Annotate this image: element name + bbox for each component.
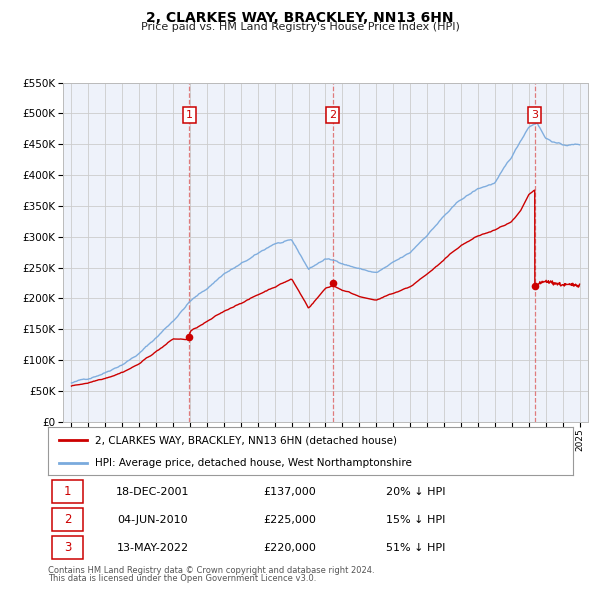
Text: 51% ↓ HPI: 51% ↓ HPI (386, 543, 445, 553)
Text: 3: 3 (532, 110, 538, 120)
Text: 1: 1 (186, 110, 193, 120)
Text: 2: 2 (329, 110, 336, 120)
FancyBboxPatch shape (52, 536, 83, 559)
Text: 2, CLARKES WAY, BRACKLEY, NN13 6HN: 2, CLARKES WAY, BRACKLEY, NN13 6HN (146, 11, 454, 25)
Text: £137,000: £137,000 (263, 487, 316, 497)
Text: 2: 2 (64, 513, 71, 526)
Text: 2, CLARKES WAY, BRACKLEY, NN13 6HN (detached house): 2, CLARKES WAY, BRACKLEY, NN13 6HN (deta… (95, 435, 397, 445)
Text: 15% ↓ HPI: 15% ↓ HPI (386, 515, 445, 525)
Text: 13-MAY-2022: 13-MAY-2022 (117, 543, 189, 553)
Text: HPI: Average price, detached house, West Northamptonshire: HPI: Average price, detached house, West… (95, 458, 412, 468)
FancyBboxPatch shape (52, 480, 83, 503)
Text: Contains HM Land Registry data © Crown copyright and database right 2024.: Contains HM Land Registry data © Crown c… (48, 566, 374, 575)
Text: 3: 3 (64, 541, 71, 554)
Text: £225,000: £225,000 (263, 515, 316, 525)
Text: £220,000: £220,000 (263, 543, 316, 553)
Text: This data is licensed under the Open Government Licence v3.0.: This data is licensed under the Open Gov… (48, 574, 316, 583)
FancyBboxPatch shape (52, 509, 83, 531)
Text: 18-DEC-2001: 18-DEC-2001 (116, 487, 190, 497)
Text: 04-JUN-2010: 04-JUN-2010 (118, 515, 188, 525)
Text: 20% ↓ HPI: 20% ↓ HPI (386, 487, 445, 497)
Text: 1: 1 (64, 486, 71, 499)
Text: Price paid vs. HM Land Registry's House Price Index (HPI): Price paid vs. HM Land Registry's House … (140, 22, 460, 32)
